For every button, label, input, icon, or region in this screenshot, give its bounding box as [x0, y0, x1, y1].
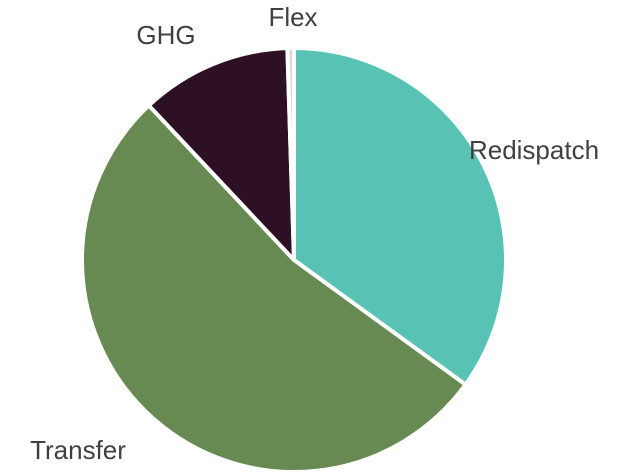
- slice-label: Transfer: [30, 435, 126, 465]
- pie-slice: [292, 46, 508, 387]
- pie-slice: [285, 46, 296, 262]
- slice-label: Flex: [268, 2, 317, 32]
- pie-slice: [80, 103, 468, 474]
- slice-label: GHG: [136, 20, 195, 50]
- slice-label: Redispatch: [469, 135, 599, 165]
- pie-slice: [146, 46, 296, 262]
